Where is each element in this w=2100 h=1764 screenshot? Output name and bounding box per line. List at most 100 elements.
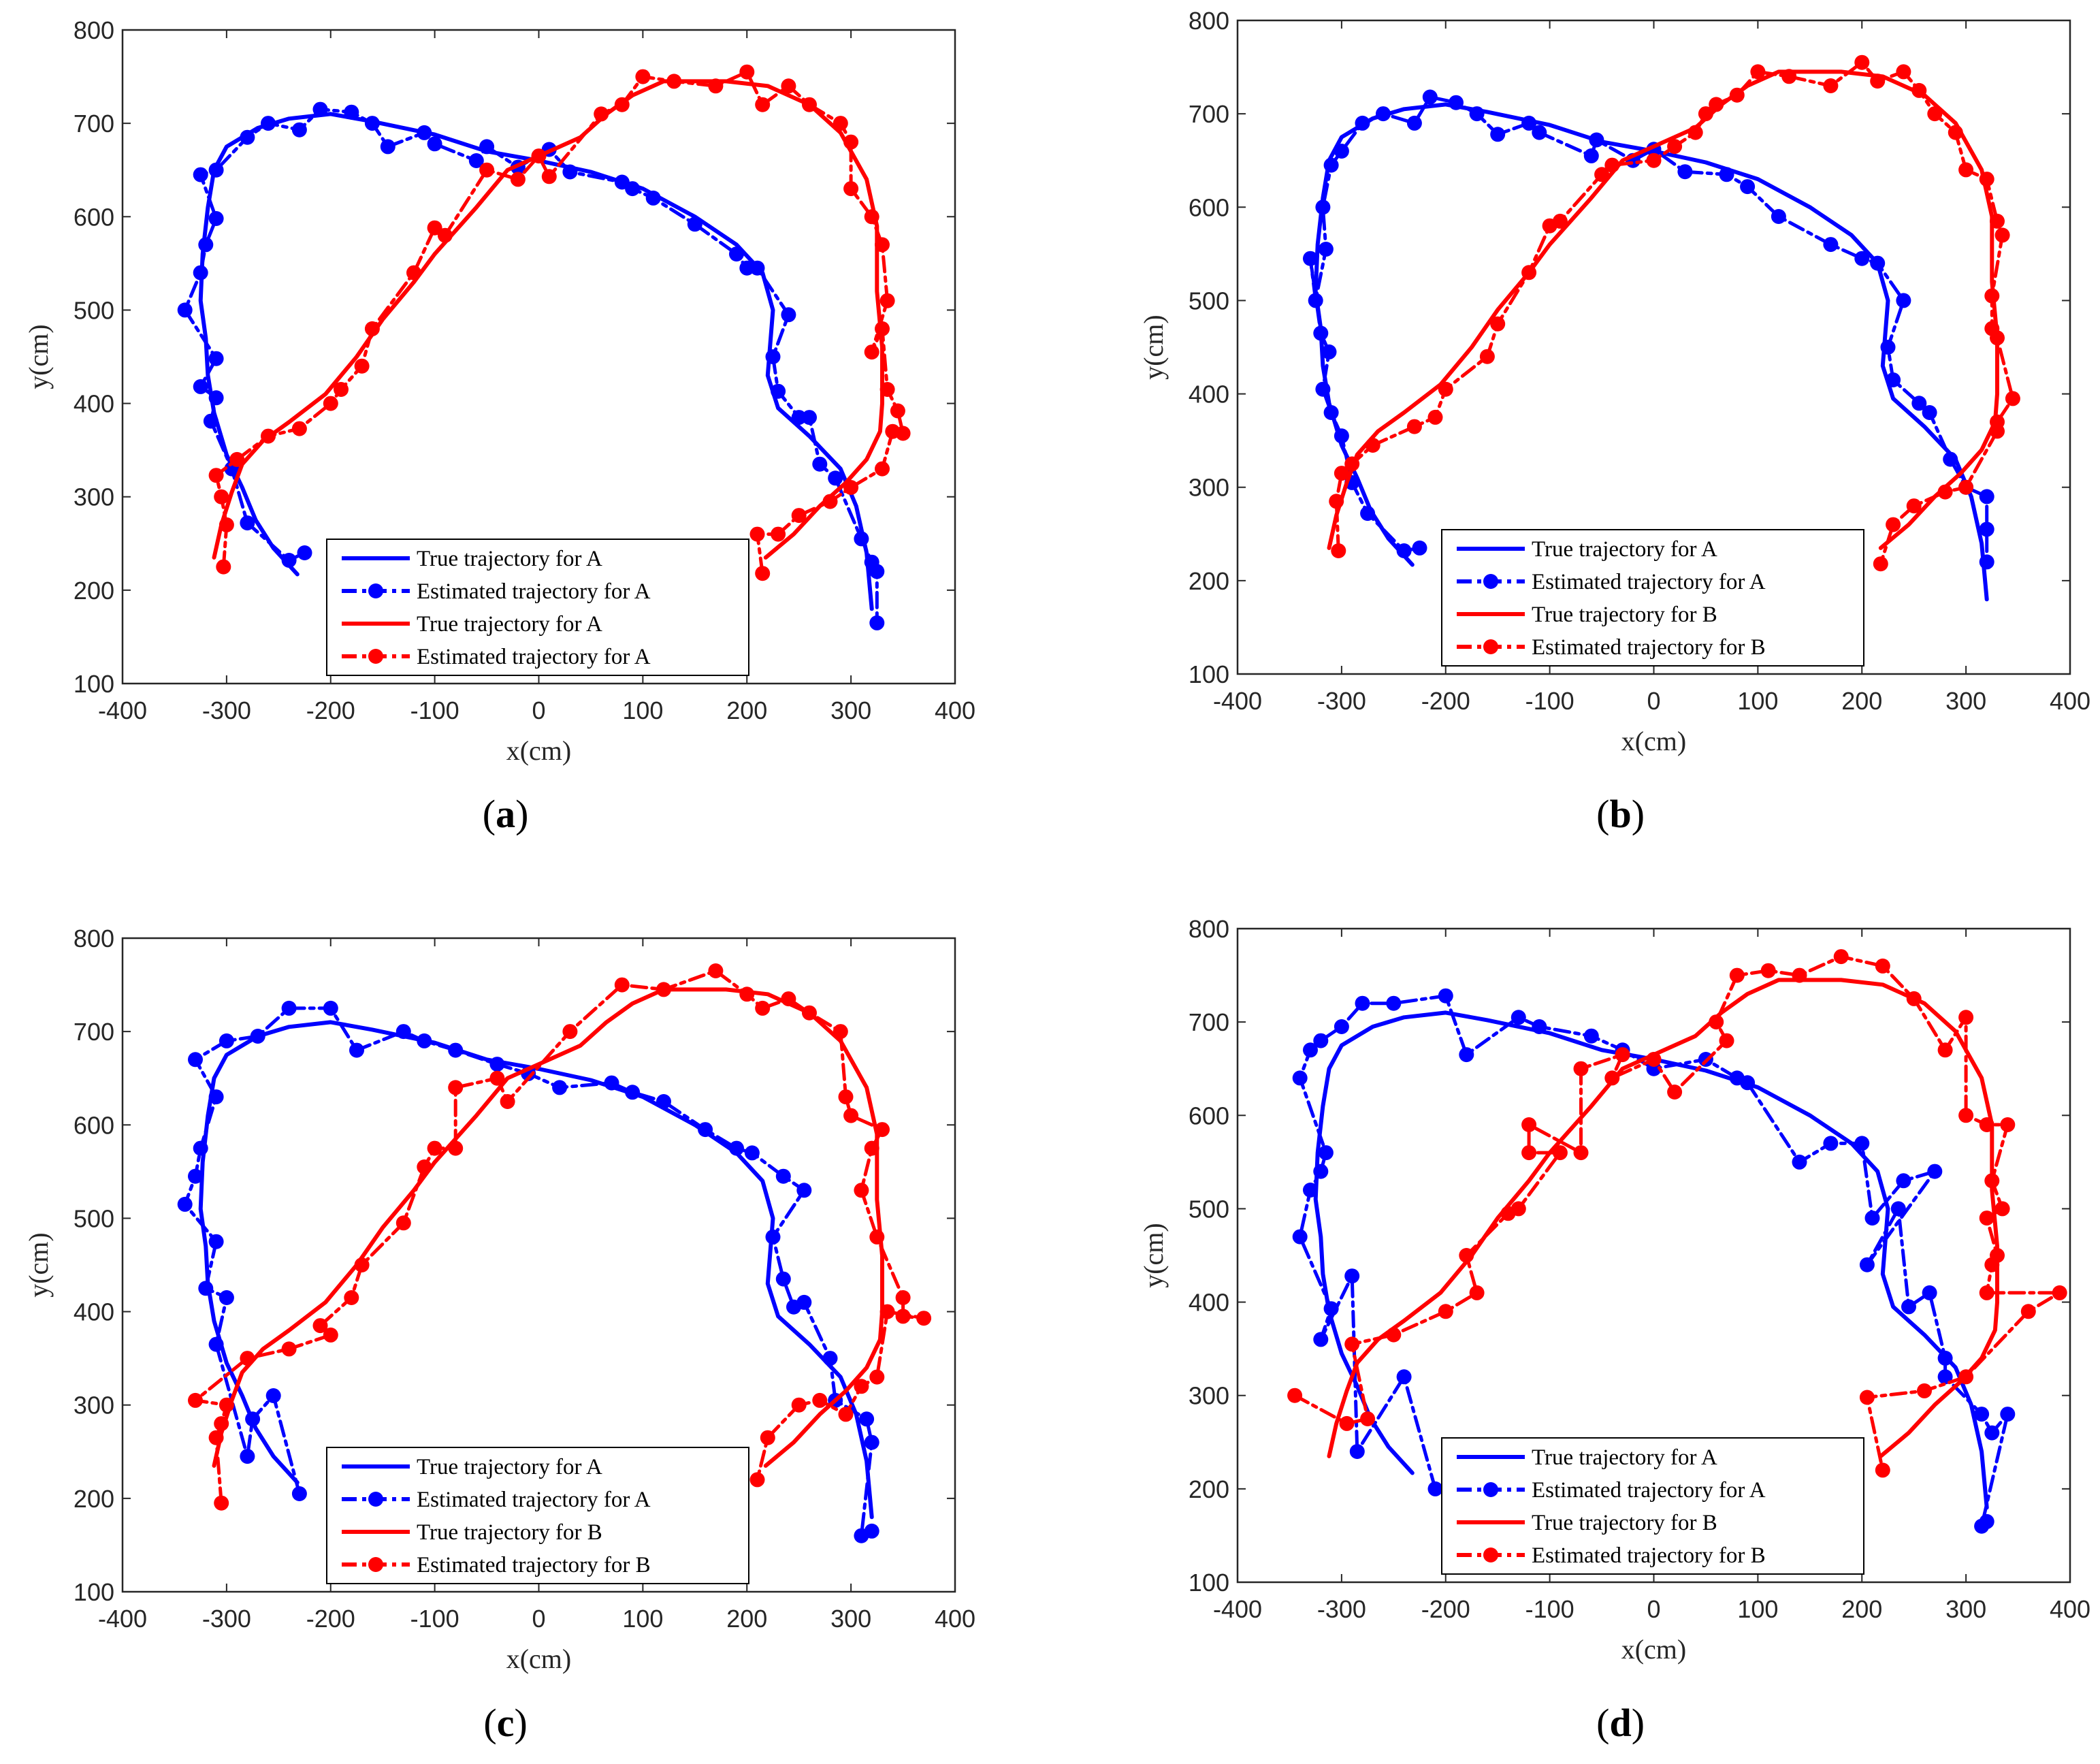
chart-panel-a: -400 -300 -200 -100 0 100 200 300 400 100 200 300 40…: [23, 16, 975, 836]
legend-entry-label: Estimated trajectory for A: [1532, 1478, 1766, 1503]
data-point: [479, 162, 495, 178]
legend-box: [1441, 1437, 1864, 1575]
data-point: [1873, 556, 1888, 572]
data-point: [1323, 157, 1339, 173]
data-point: [208, 468, 224, 483]
x-tick-label: -400: [98, 1605, 147, 1633]
data-point: [739, 260, 755, 276]
data-point: [448, 1042, 464, 1058]
x-axis-label: x(cm): [1621, 726, 1687, 756]
data-point: [614, 977, 630, 993]
data-point: [802, 97, 817, 112]
panel-label-open: (: [483, 792, 496, 836]
data-point: [1906, 991, 1922, 1006]
data-point: [2000, 1117, 2016, 1132]
data-point: [291, 122, 307, 138]
data-point: [1479, 349, 1495, 364]
data-point: [1396, 1369, 1412, 1385]
y-tick-label: 500: [1189, 1195, 1229, 1223]
data-point: [1760, 963, 1776, 978]
data-point: [645, 190, 661, 206]
data-point: [562, 164, 578, 180]
data-point: [1573, 1145, 1589, 1161]
data-point: [812, 456, 828, 472]
data-point: [1937, 1369, 1953, 1385]
data-point: [261, 116, 276, 131]
data-point: [427, 136, 442, 152]
y-tick-label: 800: [1189, 7, 1229, 35]
data-point: [510, 172, 526, 187]
data-point: [219, 517, 234, 532]
x-tick-label: 0: [532, 1605, 545, 1633]
data-point: [775, 1168, 791, 1184]
y-tick-label: 800: [74, 925, 114, 952]
data-point: [219, 1033, 234, 1048]
data-point: [1974, 1407, 1990, 1422]
x-tick-label: 100: [622, 696, 663, 724]
data-point: [802, 1005, 817, 1021]
data-point: [1979, 172, 1994, 187]
data-point: [281, 1341, 297, 1357]
data-point: [1870, 255, 1886, 271]
data-point: [1958, 1010, 1974, 1025]
data-point: [177, 302, 193, 318]
legend-entry-label: True trajectory for B: [1532, 603, 1717, 627]
data-point: [838, 1407, 854, 1422]
x-tick-label: 200: [1841, 1595, 1882, 1623]
data-point: [417, 125, 432, 140]
data-point: [1615, 1047, 1630, 1063]
data-point: [875, 461, 890, 477]
data-point: [843, 480, 859, 495]
data-point: [729, 1140, 744, 1156]
data-point: [828, 470, 843, 486]
data-point: [1781, 69, 1797, 84]
data-point: [1709, 97, 1724, 112]
data-point: [1990, 330, 2005, 346]
y-tick-label: 700: [74, 1018, 114, 1046]
data-point: [1870, 74, 1886, 89]
series-line-a-estimated: [183, 108, 879, 625]
x-tick-label: -100: [1525, 687, 1574, 715]
data-point: [2005, 391, 2020, 406]
data-point: [1303, 251, 1318, 266]
data-point: [625, 1085, 641, 1100]
legend-marker: [368, 649, 383, 664]
data-point: [869, 1229, 885, 1245]
data-point: [2020, 1304, 2036, 1319]
data-point: [1937, 1042, 1953, 1058]
data-point: [1901, 1299, 1916, 1315]
data-point: [216, 559, 231, 575]
data-point: [240, 129, 255, 145]
chart-panel-d: -400 -300 -200 -100 0 100 200 300 400 100 200 300 40…: [1138, 915, 2090, 1745]
data-point: [1740, 179, 1756, 195]
y-tick-label: 100: [1189, 1569, 1229, 1597]
data-point: [193, 167, 208, 182]
data-point: [219, 1397, 234, 1413]
data-point: [822, 1351, 838, 1366]
y-tick-label: 200: [1189, 567, 1229, 595]
data-point: [1979, 1210, 1994, 1226]
legend-entry-label: Estimated trajectory for B: [417, 1553, 651, 1577]
series-line-a-true: [198, 1020, 874, 1520]
series-line-b-true: [1327, 978, 1999, 1458]
data-point: [1984, 1425, 2000, 1441]
data-point: [729, 246, 744, 262]
data-point: [1511, 1201, 1526, 1217]
x-tick-label: -300: [202, 1605, 251, 1633]
data-point: [427, 220, 442, 236]
x-tick-label: 400: [935, 1605, 975, 1633]
legend-marker: [368, 583, 383, 598]
y-tick-label: 700: [74, 110, 114, 138]
data-point: [781, 78, 796, 94]
x-tick-label: 100: [622, 1605, 663, 1633]
data-point: [1360, 1411, 1376, 1426]
data-point: [291, 421, 307, 436]
data-point: [1329, 494, 1344, 509]
data-point: [765, 1229, 781, 1245]
data-point: [1771, 209, 1786, 224]
data-point: [1833, 949, 1849, 965]
y-tick-label: 600: [1189, 1102, 1229, 1129]
data-point: [354, 1257, 370, 1272]
x-tick-label: -400: [1213, 1595, 1262, 1623]
data-point: [760, 1430, 775, 1445]
